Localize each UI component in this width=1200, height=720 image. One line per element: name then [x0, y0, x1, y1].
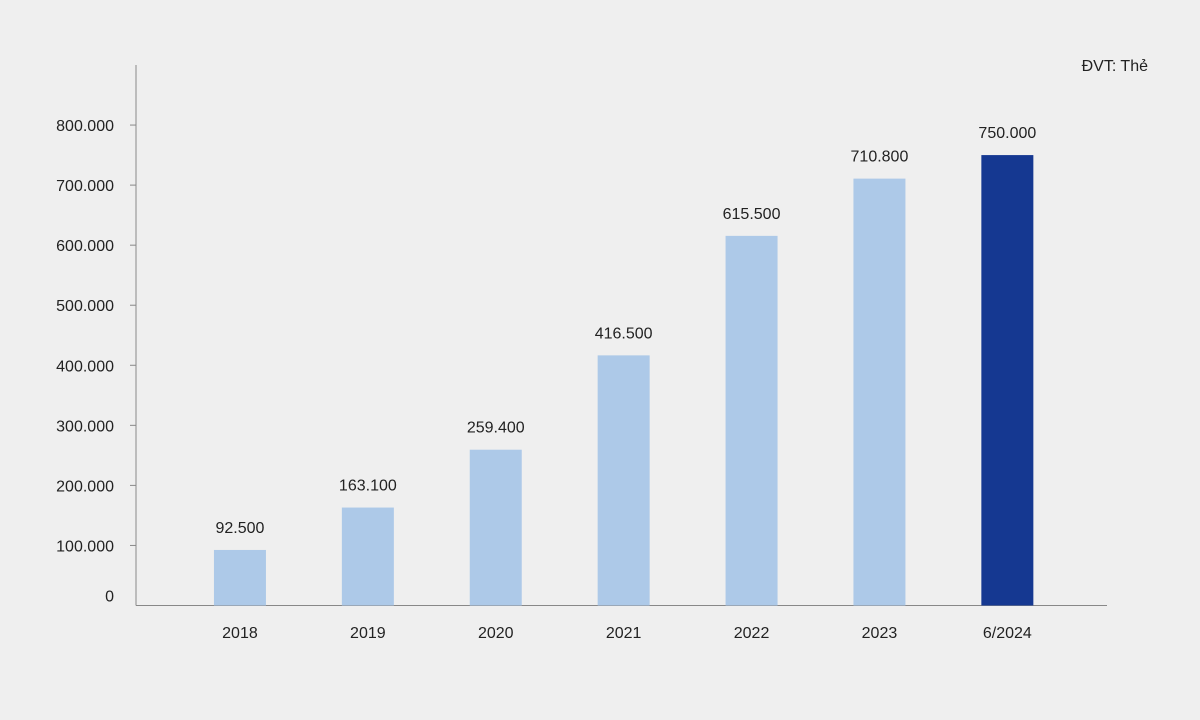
- y-tick-label: 100.000: [56, 538, 114, 555]
- data-label: 615.500: [723, 206, 781, 223]
- data-label: 163.100: [339, 478, 397, 495]
- data-label: 750.000: [978, 125, 1036, 142]
- x-tick-label: 2021: [606, 625, 642, 642]
- y-tick-label: 0: [105, 589, 114, 606]
- x-tick-label: 2020: [478, 625, 514, 642]
- bars: 92.500 163.100 259.400 416.500 615.500 710.80…: [213, 125, 1036, 606]
- data-label: 92.500: [215, 520, 264, 537]
- x-tick-label: 6/2024: [983, 625, 1032, 642]
- x-axis: 2018 2019 2020 2021 2022 2023 6/2024: [136, 605, 1107, 642]
- y-tick-label: 300.000: [56, 418, 114, 435]
- x-tick-label: 2019: [350, 625, 386, 642]
- y-tick-label: 500.000: [56, 298, 114, 315]
- data-label: 259.400: [467, 420, 525, 437]
- x-tick-label: 2023: [862, 625, 898, 642]
- data-label: 710.800: [851, 149, 909, 166]
- x-tick-label: 2022: [734, 625, 770, 642]
- unit-label: ĐVT: Thẻ: [1082, 58, 1149, 75]
- bar-2018: [213, 549, 266, 606]
- y-tick-label: 700.000: [56, 178, 114, 195]
- y-axis: 0 100.000 200.000 300.000 400.000 500.000 600.…: [56, 65, 137, 606]
- bar-2020: [469, 449, 522, 606]
- x-tick-label: 2018: [222, 625, 258, 642]
- y-tick-label: 400.000: [56, 358, 114, 375]
- data-label: 416.500: [595, 325, 653, 342]
- y-tick-label: 600.000: [56, 238, 114, 255]
- bar-2021: [597, 355, 650, 606]
- y-tick-label: 800.000: [56, 118, 114, 135]
- bar-2019: [341, 507, 394, 606]
- bar-2023: [853, 178, 906, 606]
- bar-6-2024: [981, 155, 1034, 606]
- bar-2022: [725, 235, 778, 606]
- y-tick-label: 200.000: [56, 478, 114, 495]
